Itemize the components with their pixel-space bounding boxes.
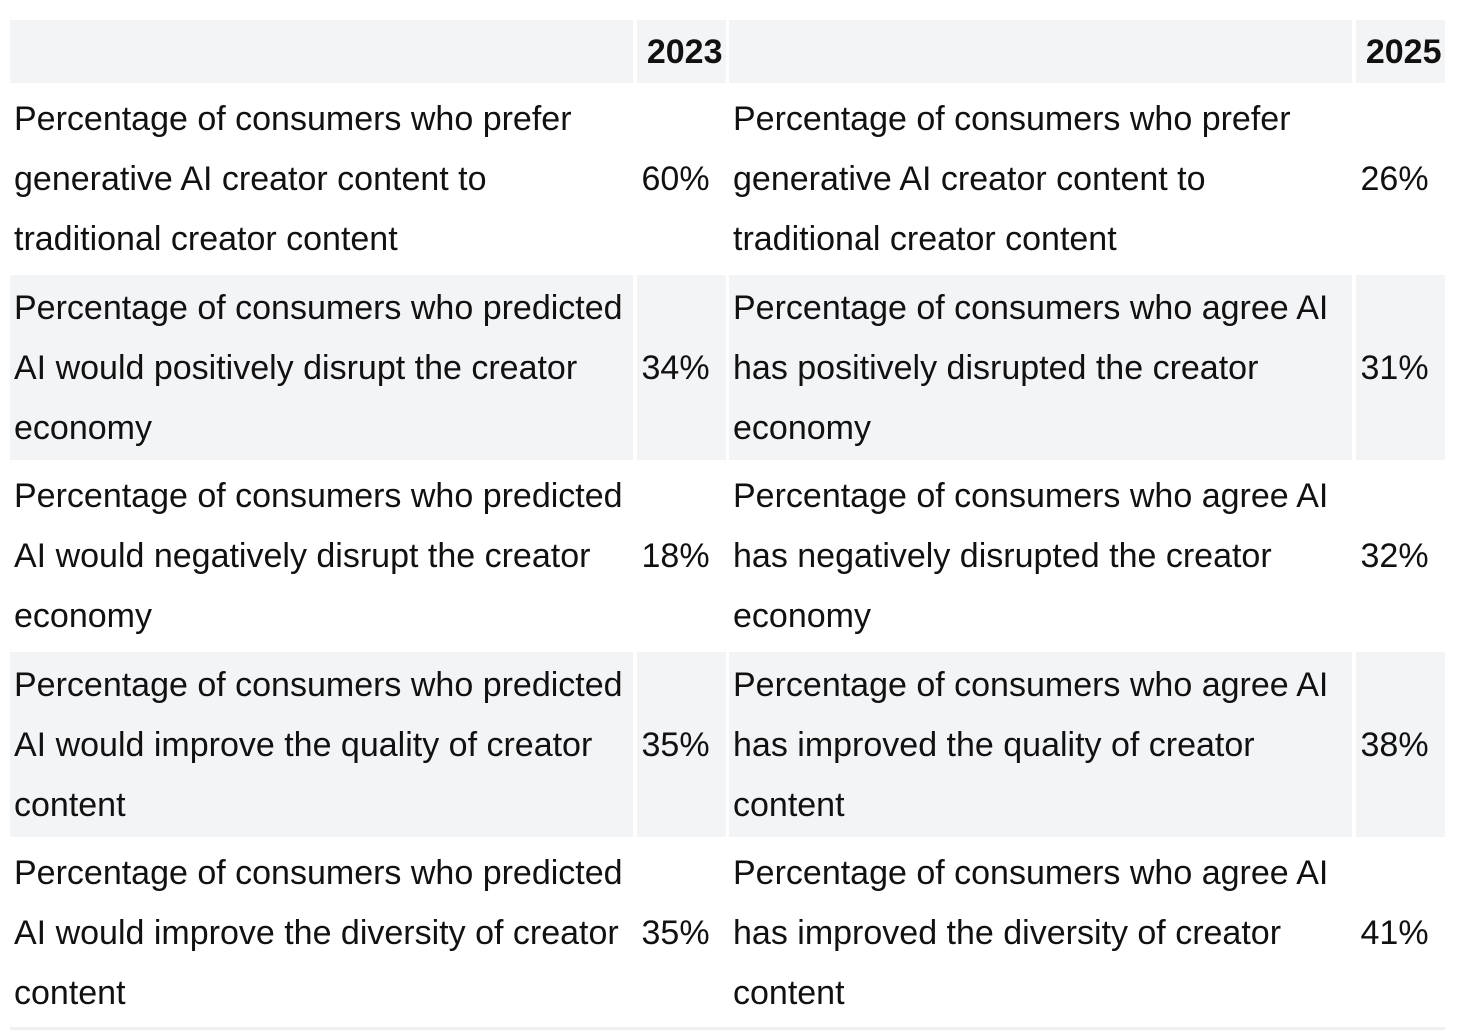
description-2023: Percentage of consumers who prefer gener… [14, 100, 572, 258]
description-2025: Percentage of consumers who agree AI has… [729, 652, 1352, 837]
description-2023: Percentage of consumers who predicted AI… [10, 275, 633, 460]
value-2025: 26% [1360, 160, 1429, 198]
description-2025: Percentage of consumers who prefer gener… [733, 100, 1291, 258]
value-2023: 18% [641, 537, 710, 575]
value-2023: 35% [641, 914, 710, 952]
value-2025: 32% [1360, 537, 1429, 575]
table-bottom-rule [10, 1027, 1445, 1030]
value-2025: 38% [1355, 652, 1445, 837]
description-2023: Percentage of consumers who predicted AI… [14, 477, 623, 635]
description-2025: Percentage of consumers who agree AI has… [729, 275, 1352, 460]
comparison-table: 2023 2025 Percentage of consumers who pr… [10, 20, 1445, 1026]
header-empty-cell [729, 20, 1352, 83]
header-empty-cell [10, 20, 633, 83]
header-2023: 2023 [636, 20, 726, 83]
value-2025: 31% [1355, 275, 1445, 460]
value-2023: 60% [641, 160, 710, 198]
value-2023: 34% [636, 275, 726, 460]
value-2023: 35% [636, 652, 726, 837]
header-2025: 2025 [1355, 20, 1445, 83]
description-2023: Percentage of consumers who predicted AI… [10, 652, 633, 837]
value-2025: 41% [1360, 914, 1429, 952]
description-2025: Percentage of consumers who agree AI has… [733, 477, 1329, 635]
description-2025: Percentage of consumers who agree AI has… [733, 854, 1329, 1012]
description-2023: Percentage of consumers who predicted AI… [14, 854, 623, 1012]
